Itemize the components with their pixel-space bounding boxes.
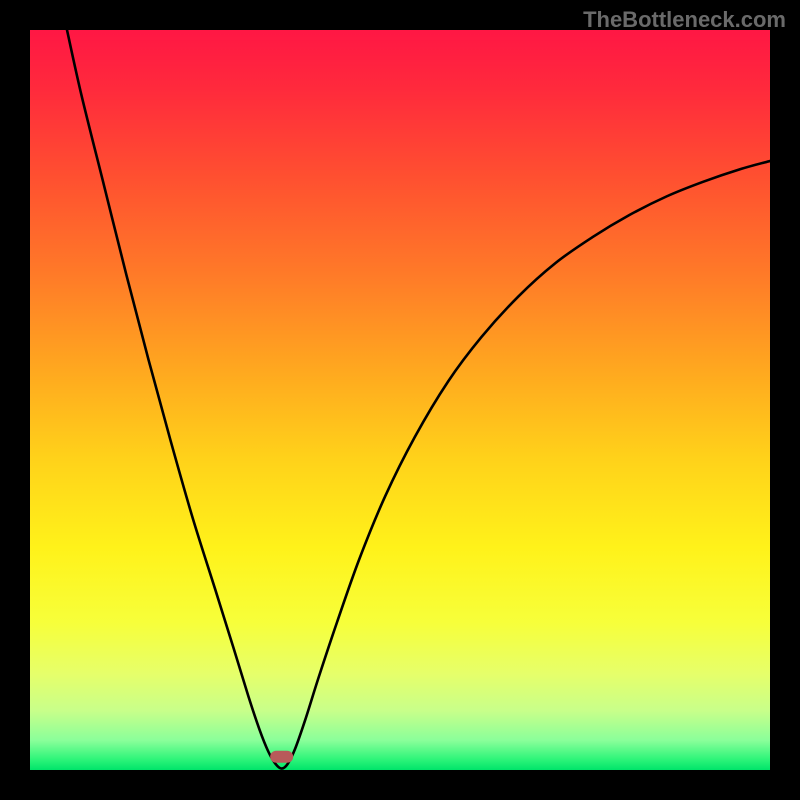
curve-svg [30,30,770,770]
chart-root: TheBottleneck.com [0,0,800,800]
optimum-marker [270,750,294,763]
bottleneck-curve [67,30,770,769]
watermark-text: TheBottleneck.com [583,7,786,33]
plot-area [30,30,770,770]
